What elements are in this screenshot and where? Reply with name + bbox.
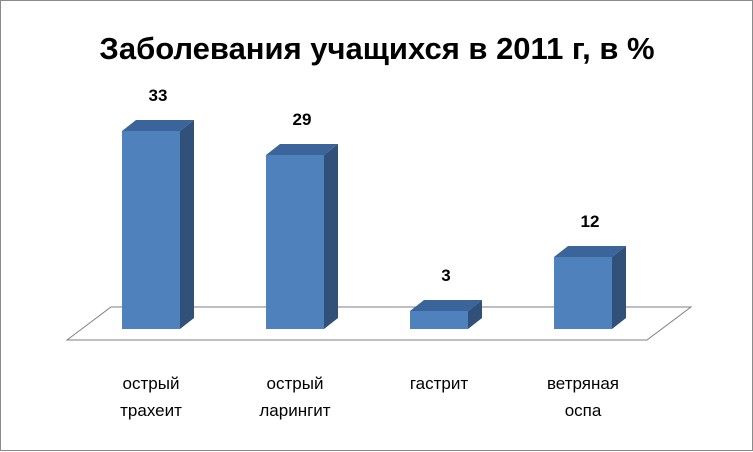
bar — [122, 131, 180, 329]
data-label: 33 — [149, 86, 168, 105]
bar — [410, 311, 468, 329]
category-labels-group: острый трахеит острый ларингит гастрит ветрян… — [120, 374, 619, 420]
bar-side — [180, 120, 194, 329]
category-label-line: трахеит — [120, 401, 182, 420]
bar-side — [612, 246, 626, 329]
bar — [554, 257, 612, 329]
category-label-line: оспа — [565, 401, 602, 420]
chart-title: Заболевания учащихся в 2011 г, в % — [99, 31, 654, 66]
category-label-line: острый — [267, 374, 324, 393]
category-label-line: острый — [123, 374, 180, 393]
data-label: 29 — [293, 110, 312, 129]
data-labels-group: 33 29 3 12 — [149, 86, 600, 285]
category-label: гастрит — [410, 374, 469, 393]
chart-floor — [65, 306, 693, 341]
bar-top — [266, 144, 338, 155]
bars-group — [122, 120, 626, 329]
category-label: ветряная оспа — [547, 374, 619, 420]
category-label: острый ларингит — [259, 374, 330, 420]
data-label: 3 — [441, 266, 450, 285]
category-label-line: гастрит — [410, 374, 469, 393]
data-label: 12 — [581, 212, 600, 231]
category-label-line: ларингит — [259, 401, 330, 420]
category-label-line: ветряная — [547, 374, 619, 393]
bar-side — [468, 300, 482, 329]
bar-top — [122, 120, 194, 131]
category-label: острый трахеит — [120, 374, 182, 420]
bar-side — [324, 144, 338, 329]
bar — [266, 155, 324, 329]
floor-plane — [65, 306, 693, 341]
bar-top — [554, 246, 626, 257]
bar-top — [410, 300, 482, 311]
